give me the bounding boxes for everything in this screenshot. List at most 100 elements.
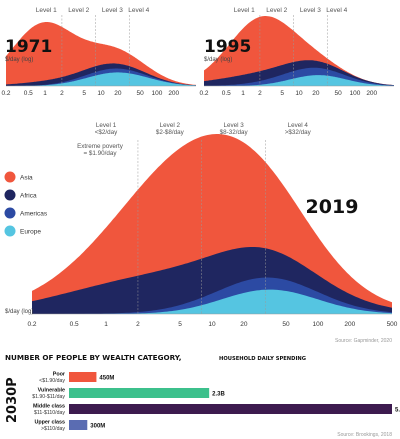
category-range: $11-$110/day <box>34 410 65 416</box>
annotation-extreme-poverty: Extreme poverty= $1.90/day <box>77 143 124 157</box>
x-tick-label: 0.5 <box>70 321 79 328</box>
level-label: Level 3 <box>300 7 321 14</box>
level-dividers <box>259 15 328 86</box>
x-tick-label: 1 <box>43 90 47 97</box>
bar <box>69 388 210 398</box>
chart-title: 1995 <box>204 37 251 57</box>
area-chart-2019: Level 1<$2/day Level 2$2-$8/day Level 3$8-… <box>5 122 398 344</box>
category-range: <$1.90/day <box>39 378 65 384</box>
level-dividers <box>61 15 130 86</box>
level-range-label: $8-32/day <box>220 129 249 136</box>
series-area-europe <box>6 72 196 86</box>
chart-title: 2019 <box>306 196 359 218</box>
category-name: Upper class <box>34 420 65 426</box>
level-label: Level 4 <box>128 7 149 14</box>
x-tick-label: 2 <box>258 90 262 97</box>
x-tick-label: 1 <box>241 90 245 97</box>
level-label: Level 2 <box>266 7 287 14</box>
source-note: Source: Gapminder, 2020 <box>335 338 392 344</box>
x-tick-label: 20 <box>114 90 122 97</box>
bar-row-poor: Poor<$1.90/day 450M <box>39 372 114 385</box>
x-tick-label: 0.5 <box>24 90 33 97</box>
category-range: $1.90-$11/day <box>32 394 65 400</box>
annotation-line: Extreme poverty <box>77 143 124 150</box>
level-dividers <box>137 140 266 314</box>
level-label: Level 1 <box>96 122 117 129</box>
x-tick-label: 50 <box>282 321 290 328</box>
x-tick-label: 100 <box>313 321 324 328</box>
x-tick-label: 2 <box>60 90 64 97</box>
legend-item-europe: Europe <box>4 225 41 237</box>
bar <box>69 372 97 382</box>
area-chart-1995: Level 1 Level 2 Level 3 Level 4 0.2 0.5 1 2 5 10 2… <box>199 7 394 97</box>
legend: Asia Africa Americas Europe <box>4 171 48 237</box>
x-tick-label: 200 <box>168 90 179 97</box>
x-tick-label: 200 <box>344 321 355 328</box>
level-label: Level 3 <box>223 122 244 129</box>
legend-label: Europe <box>20 228 41 235</box>
series-area-asia <box>204 16 394 86</box>
legend-item-asia: Asia <box>4 171 33 183</box>
legend-swatch <box>4 189 16 201</box>
x-tick-label: 0.2 <box>1 90 10 97</box>
x-tick-label: 0.2 <box>27 321 36 328</box>
series-area-asia <box>6 22 196 86</box>
x-tick-label: 100 <box>151 90 162 97</box>
x-tick-label: 5 <box>178 321 182 328</box>
legend-swatch <box>4 225 16 237</box>
y-axis-label: $/day (log) <box>204 57 232 63</box>
level-label: Level 4 <box>326 7 347 14</box>
x-tick-label: 0.2 <box>199 90 208 97</box>
series-area-europe <box>204 75 394 86</box>
y-axis-label: $/day (log) <box>5 309 33 315</box>
x-tick-label: 2 <box>136 321 140 328</box>
y-axis-label: $/day (log) <box>5 57 33 63</box>
x-tick-label: 1 <box>104 321 108 328</box>
legend-label: Africa <box>20 192 37 199</box>
x-tick-label: 10 <box>208 321 216 328</box>
x-tick-label: 5 <box>280 90 284 97</box>
x-tick-label: 10 <box>97 90 105 97</box>
category-range: >$110/day <box>41 426 65 432</box>
x-tick-label: 20 <box>240 321 248 328</box>
x-tick-label: 100 <box>349 90 360 97</box>
x-tick-label: 500 <box>387 321 398 328</box>
category-name: Poor <box>53 372 66 378</box>
annotation-line: = $1.90/day <box>83 150 117 157</box>
bar-row-upper-class: Upper class>$110/day 300M <box>34 420 105 433</box>
level-range-label: <$2/day <box>95 129 118 136</box>
x-tick-label: 5 <box>82 90 86 97</box>
source-note: Source: Brookings, 2018 <box>337 432 392 438</box>
legend-label: Americas <box>20 210 48 217</box>
legend-item-africa: Africa <box>4 189 37 201</box>
x-tick-label: 20 <box>312 90 320 97</box>
legend-label: Asia <box>20 174 33 181</box>
level-range-label: $2-$8/day <box>156 129 185 136</box>
chart-title: NUMBER OF PEOPLE BY WEALTH CATEGORY, <box>5 353 181 362</box>
x-tick-label: 50 <box>334 90 342 97</box>
bar-chart-wealth-category: NUMBER OF PEOPLE BY WEALTH CATEGORY, HOUS… <box>5 353 400 438</box>
category-name: Middle class <box>33 404 65 410</box>
legend-swatch <box>4 171 16 183</box>
category-name: Vulnerable <box>38 388 65 394</box>
level-label: Level 2 <box>68 7 89 14</box>
bar-row-middle-class: Middle class$11-$110/day 5.3B <box>33 404 400 417</box>
bar <box>69 420 88 430</box>
level-range-label: >$32/day <box>285 129 312 136</box>
area-chart-1971: Level 1 Level 2 Level 3 Level 4 0.2 0.5 1 2 5 10 2… <box>1 7 196 97</box>
x-tick-label: 50 <box>136 90 144 97</box>
level-label: Level 1 <box>234 7 255 14</box>
bar-row-vulnerable: Vulnerable$1.90-$11/day 2.3B <box>32 388 225 401</box>
series-area-europe <box>32 289 392 314</box>
projection-year-label: 2030P <box>5 377 20 423</box>
chart-title: 1971 <box>5 37 52 57</box>
x-tick-label: 200 <box>366 90 377 97</box>
x-tick-label: 0.5 <box>222 90 231 97</box>
level-label: Level 2 <box>160 122 181 129</box>
bar-value-label: 300M <box>90 423 105 429</box>
bar-value-label: 450M <box>99 375 114 381</box>
bar-value-label: 5.3B <box>395 407 400 413</box>
level-label: Level 4 <box>288 122 309 129</box>
level-label: Level 1 <box>36 7 57 14</box>
